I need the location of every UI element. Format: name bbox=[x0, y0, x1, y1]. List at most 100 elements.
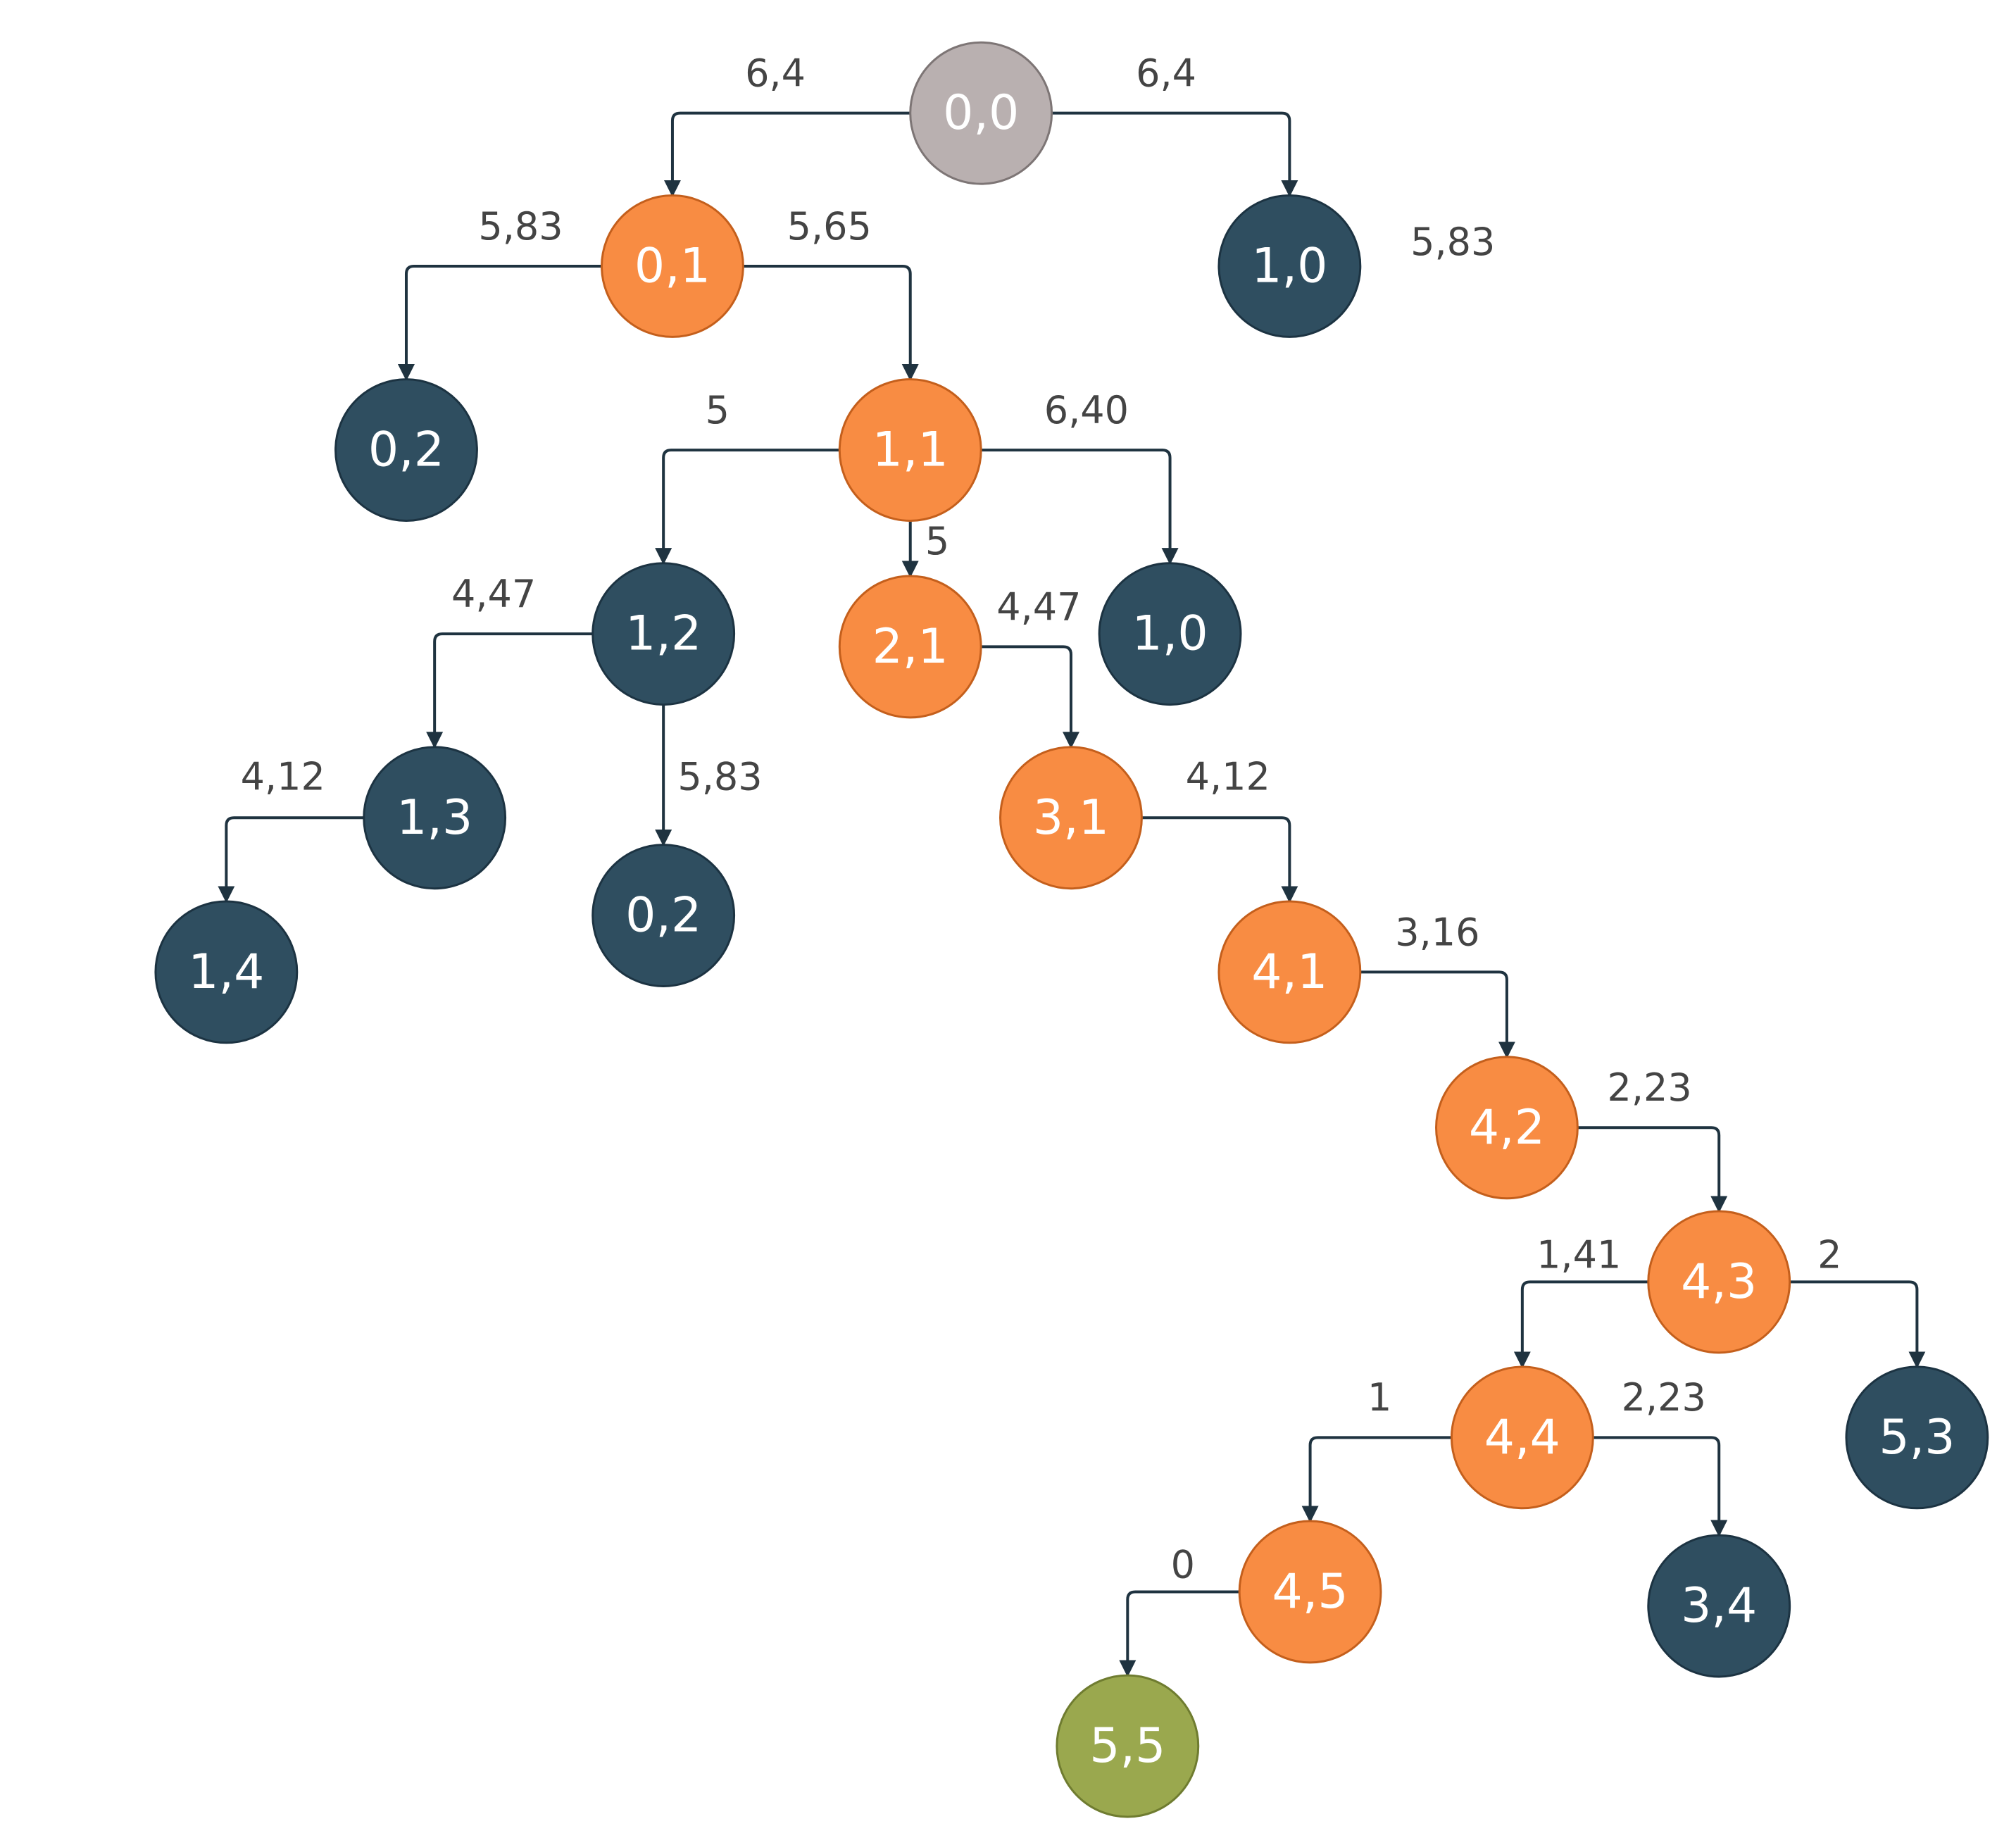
edge-weight-label: 2,23 bbox=[1622, 1375, 1706, 1420]
node-circle bbox=[334, 378, 478, 522]
edge-weight-label: 2,23 bbox=[1608, 1065, 1692, 1110]
edge-arrow bbox=[1119, 1590, 1240, 1677]
tree-node-path: 4,5 bbox=[1238, 1520, 1382, 1664]
edge-weight-label: 6,4 bbox=[1136, 51, 1196, 96]
tree-node-path: 4,2 bbox=[1435, 1056, 1579, 1200]
tree-node-goal: 5,5 bbox=[1056, 1674, 1200, 1818]
node-label: 3,4 bbox=[1681, 1578, 1757, 1634]
node-circle bbox=[601, 194, 744, 338]
edge-arrow bbox=[981, 645, 1079, 749]
tree-node-explored: 1,4 bbox=[154, 900, 299, 1044]
node-label: 5,5 bbox=[1089, 1718, 1165, 1774]
edge-weight-label: 5,83 bbox=[677, 754, 762, 799]
tree-node-path: 4,4 bbox=[1450, 1365, 1594, 1510]
node-label: 5,3 bbox=[1879, 1410, 1955, 1465]
node-circle bbox=[1056, 1674, 1200, 1818]
node-circle bbox=[1647, 1534, 1791, 1678]
edge-arrow bbox=[663, 111, 910, 197]
node-label: 4,5 bbox=[1272, 1564, 1348, 1620]
edge-arrow bbox=[397, 264, 602, 382]
tree-node-explored: 3,4 bbox=[1647, 1534, 1791, 1678]
tree-node-path: 1,1 bbox=[838, 378, 982, 522]
edge-weight-label: 5,65 bbox=[787, 204, 872, 249]
tree-node-explored: 1,3 bbox=[363, 746, 507, 890]
edge-arrow bbox=[981, 449, 1179, 565]
node-circle bbox=[1238, 1520, 1382, 1664]
edge-weight-label: 4,47 bbox=[451, 572, 536, 616]
edges-layer bbox=[218, 111, 1926, 1677]
node-label: 1,2 bbox=[625, 606, 701, 662]
tree-node-path: 3,1 bbox=[999, 746, 1143, 890]
edge-weight-label: 1 bbox=[1367, 1375, 1391, 1420]
node-label: 4,3 bbox=[1681, 1254, 1757, 1310]
node-label: 0,0 bbox=[943, 85, 1019, 141]
node-circle bbox=[154, 900, 299, 1044]
tree-node-path: 2,1 bbox=[838, 575, 982, 719]
edge-weight-label: 5 bbox=[925, 519, 949, 563]
node-circle bbox=[909, 41, 1053, 185]
node-circle bbox=[999, 746, 1143, 890]
node-circle bbox=[1647, 1210, 1791, 1354]
tree-node-explored: 5,3 bbox=[1845, 1365, 1989, 1510]
edge-weight-label: 4,47 bbox=[996, 584, 1081, 629]
node-label: 1,4 bbox=[188, 944, 264, 1000]
edge-arrow bbox=[426, 632, 593, 749]
edge-weight-label: 4,12 bbox=[1186, 754, 1270, 799]
node-label: 1,0 bbox=[1132, 606, 1208, 662]
node-circle bbox=[1217, 194, 1362, 338]
edge-arrow bbox=[1513, 1280, 1648, 1369]
node-circle bbox=[591, 844, 736, 987]
edge-weight-label: 5,83 bbox=[478, 204, 563, 249]
tree-node-start: 0,0 bbox=[909, 41, 1053, 185]
node-circle bbox=[1217, 900, 1362, 1044]
edge-weight-label: 6,4 bbox=[745, 51, 806, 96]
node-label: 2,1 bbox=[872, 619, 948, 675]
tree-node-path: 4,3 bbox=[1647, 1210, 1791, 1354]
node-label: 4,1 bbox=[1251, 944, 1327, 1000]
node-circle bbox=[1450, 1365, 1594, 1510]
node-label: 0,2 bbox=[368, 423, 444, 478]
node-label: 0,1 bbox=[634, 238, 710, 294]
node-label: 4,2 bbox=[1469, 1100, 1545, 1156]
node-circle bbox=[838, 378, 982, 522]
node-label: 3,1 bbox=[1033, 790, 1109, 846]
edge-arrow bbox=[655, 449, 840, 565]
node-circle bbox=[1845, 1365, 1989, 1510]
tree-node-path: 0,1 bbox=[601, 194, 744, 338]
edge-arrow bbox=[1141, 816, 1298, 903]
node-label: 1,1 bbox=[872, 423, 948, 478]
edge-arrow bbox=[1360, 970, 1515, 1059]
edge-arrow bbox=[1051, 111, 1298, 197]
edge-weight-label: 4,12 bbox=[241, 754, 325, 799]
node-circle bbox=[363, 746, 507, 890]
edge-weight-label: 1,41 bbox=[1536, 1233, 1621, 1277]
edge-weight-label: 0 bbox=[1171, 1543, 1195, 1587]
edge-weight-label: 6,40 bbox=[1044, 388, 1129, 432]
edge-arrow bbox=[1301, 1436, 1452, 1523]
nodes-layer: 0,0 0,1 1,0 0,2 1,1 1,2 2,1 1,0 1,3 0,2 3,1 1,4 4,1 4… bbox=[154, 41, 1989, 1818]
tree-node-explored: 1,2 bbox=[591, 562, 736, 706]
edge-weight-label: 2 bbox=[1817, 1233, 1841, 1277]
edge-weight-label: 5,83 bbox=[1410, 220, 1495, 264]
node-label: 1,3 bbox=[396, 790, 472, 846]
tree-node-explored: 1,0 bbox=[1217, 194, 1362, 338]
edge-weight-label: 5 bbox=[706, 388, 730, 432]
node-label: 0,2 bbox=[625, 888, 701, 944]
tree-node-explored: 0,2 bbox=[334, 378, 478, 522]
node-label: 4,4 bbox=[1484, 1410, 1560, 1465]
node-circle bbox=[1435, 1056, 1579, 1200]
node-circle bbox=[838, 575, 982, 719]
node-circle bbox=[1098, 562, 1242, 706]
tree-node-path: 4,1 bbox=[1217, 900, 1362, 1044]
edge-arrow bbox=[1593, 1436, 1728, 1537]
edge-arrow bbox=[743, 264, 919, 382]
edge-arrow bbox=[1577, 1126, 1728, 1213]
edge-weight-label: 3,16 bbox=[1395, 910, 1479, 954]
tree-node-explored: 0,2 bbox=[591, 844, 736, 987]
edge-arrow bbox=[218, 816, 364, 903]
edge-arrow bbox=[1789, 1280, 1926, 1369]
node-label: 1,0 bbox=[1251, 238, 1327, 294]
node-circle bbox=[591, 562, 736, 706]
